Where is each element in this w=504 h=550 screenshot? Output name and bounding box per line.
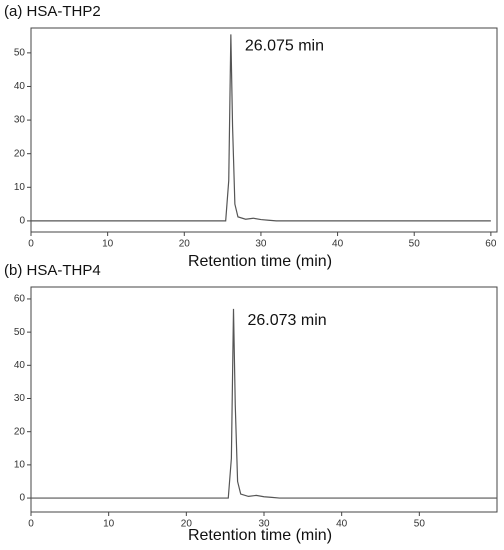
y-tick-label: 30 xyxy=(14,115,26,126)
x-tick-label: 30 xyxy=(255,239,267,250)
y-tick-label: 20 xyxy=(14,148,26,159)
y-tick-label: 40 xyxy=(14,81,26,92)
x-tick-label: 10 xyxy=(103,519,115,530)
x-axis-label: Retention time (min) xyxy=(188,253,332,270)
x-tick-label: 30 xyxy=(258,519,270,530)
x-tick-label: 50 xyxy=(409,239,421,250)
y-tick-label: 60 xyxy=(14,294,26,305)
chromatogram-line xyxy=(31,34,491,222)
x-tick-label: 40 xyxy=(336,519,348,530)
x-tick-label: 60 xyxy=(485,239,497,250)
x-tick-label: 40 xyxy=(332,239,344,250)
peak-annotation: 26.073 min xyxy=(248,312,327,329)
chromatogram-line xyxy=(31,308,497,499)
chart-title: (b) HSA-THP4 xyxy=(4,262,101,279)
y-tick-label: 20 xyxy=(14,426,26,437)
chart-title: (a) HSA-THP2 xyxy=(4,3,101,20)
plot-frame xyxy=(30,27,498,233)
y-tick-label: 10 xyxy=(14,460,26,471)
y-tick-label: 30 xyxy=(14,393,26,404)
y-tick-label: 50 xyxy=(14,327,26,338)
x-axis-label: Retention time (min) xyxy=(188,527,332,544)
peak-annotation: 26.075 min xyxy=(245,38,324,55)
y-tick-label: 40 xyxy=(14,360,26,371)
x-tick-label: 20 xyxy=(181,519,193,530)
x-tick-label: 10 xyxy=(102,239,114,250)
y-tick-label: 50 xyxy=(14,48,26,59)
x-tick-label: 20 xyxy=(179,239,191,250)
y-tick-label: 0 xyxy=(19,216,25,227)
x-tick-label: 0 xyxy=(28,519,34,530)
y-tick-label: 0 xyxy=(19,493,25,504)
x-tick-label: 0 xyxy=(28,239,34,250)
y-tick-label: 10 xyxy=(14,182,26,193)
x-tick-label: 50 xyxy=(414,519,426,530)
